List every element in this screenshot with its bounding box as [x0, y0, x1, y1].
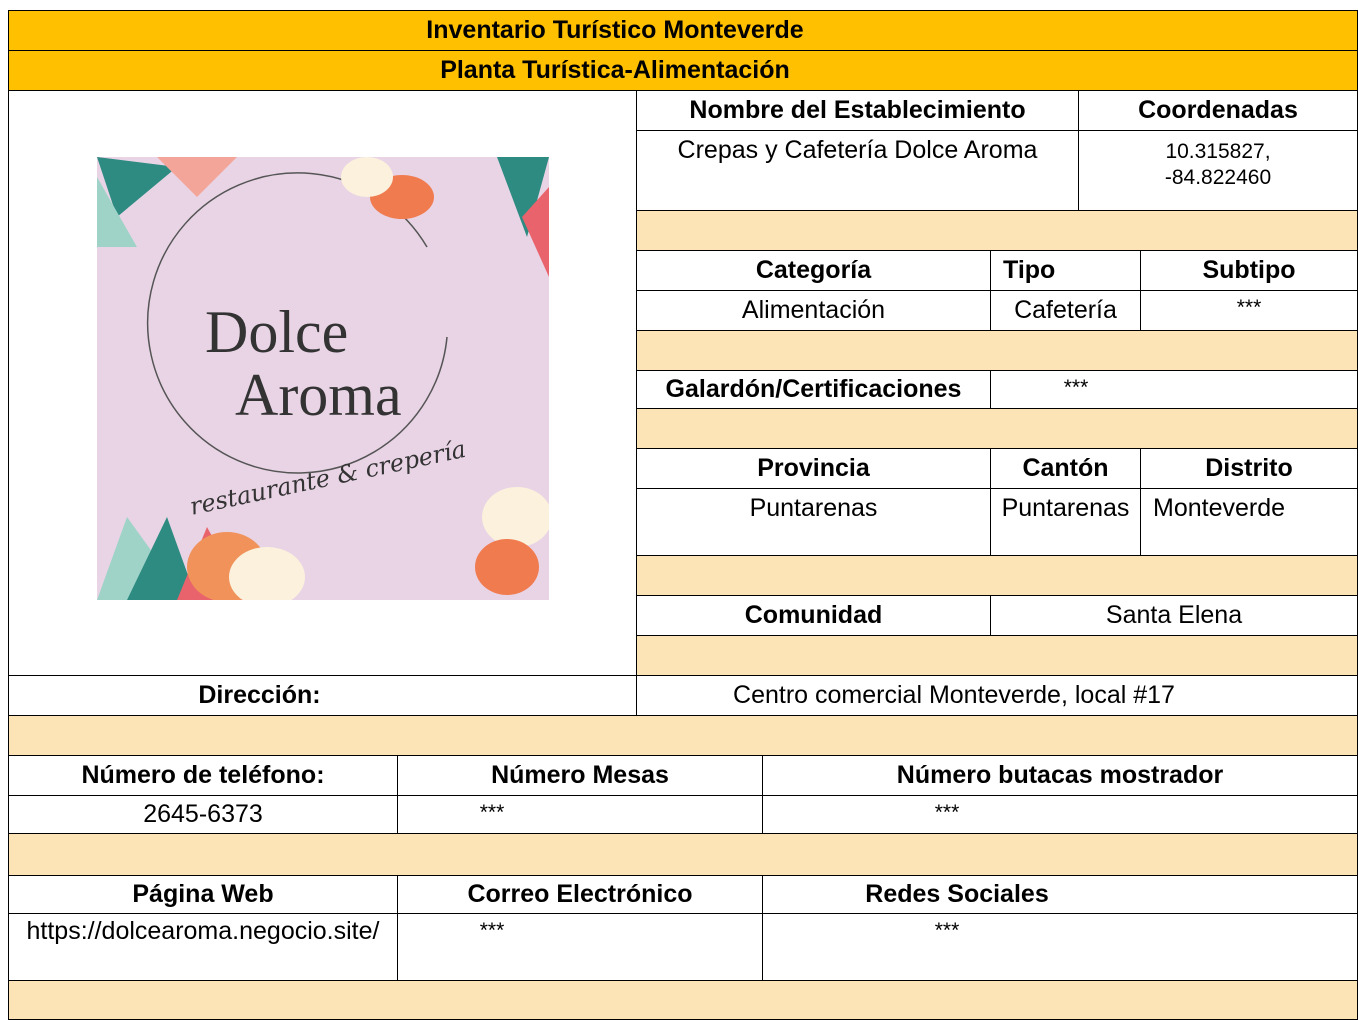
awards-label: Galardón/Certificaciones	[636, 370, 991, 409]
counter-seats-label: Número butacas mostrador	[762, 755, 1358, 796]
spacer	[636, 408, 1358, 449]
type-label: Tipo	[990, 250, 1141, 291]
logo-line1: Dolce	[205, 299, 348, 365]
spacer	[636, 555, 1358, 596]
social-label: Redes Sociales	[762, 875, 1358, 914]
address-value: Centro comercial Monteverde, local #17	[636, 675, 1358, 716]
district-value: Monteverde	[1140, 488, 1358, 556]
coords-value: 10.315827, -84.822460	[1078, 130, 1358, 211]
email-label: Correo Electrónico	[397, 875, 763, 914]
phone-label: Número de teléfono:	[8, 755, 398, 796]
subtype-label: Subtipo	[1140, 250, 1358, 291]
awards-value: ***	[990, 370, 1358, 409]
community-value: Santa Elena	[990, 595, 1358, 636]
category-label: Categoría	[636, 250, 991, 291]
district-label: Distrito	[1140, 448, 1358, 489]
coords-label: Coordenadas	[1078, 90, 1358, 131]
community-label: Comunidad	[636, 595, 991, 636]
type-value: Cafetería	[990, 290, 1141, 331]
address-label: Dirección:	[8, 675, 637, 716]
spacer	[8, 833, 1358, 876]
title: Inventario Turístico Monteverde	[8, 10, 1358, 51]
category-value: Alimentación	[636, 290, 991, 331]
tables-value: ***	[397, 795, 763, 834]
canton-value: Puntarenas	[990, 488, 1141, 556]
phone-value: 2645-6373	[8, 795, 398, 834]
spacer	[8, 980, 1358, 1020]
subtype-value: ***	[1140, 290, 1358, 331]
web-value: https://dolcearoma.negocio.site/	[8, 913, 398, 981]
social-value: ***	[762, 913, 1358, 981]
spacer	[636, 635, 1358, 676]
spacer	[636, 210, 1358, 251]
name-value: Crepas y Cafetería Dolce Aroma	[636, 130, 1079, 211]
name-label: Nombre del Establecimiento	[636, 90, 1079, 131]
province-value: Puntarenas	[636, 488, 991, 556]
logo: Dolce Aroma restaurante & crepería	[97, 157, 549, 600]
province-label: Provincia	[636, 448, 991, 489]
email-value: ***	[397, 913, 763, 981]
subtitle: Planta Turística-Alimentación	[8, 50, 1358, 91]
logo-line2: Aroma	[235, 362, 402, 428]
canton-label: Cantón	[990, 448, 1141, 489]
counter-seats-value: ***	[762, 795, 1358, 834]
spacer	[636, 330, 1358, 371]
web-label: Página Web	[8, 875, 398, 914]
tables-label: Número Mesas	[397, 755, 763, 796]
logo-cell: Dolce Aroma restaurante & crepería	[8, 90, 637, 676]
spacer	[8, 715, 1358, 756]
